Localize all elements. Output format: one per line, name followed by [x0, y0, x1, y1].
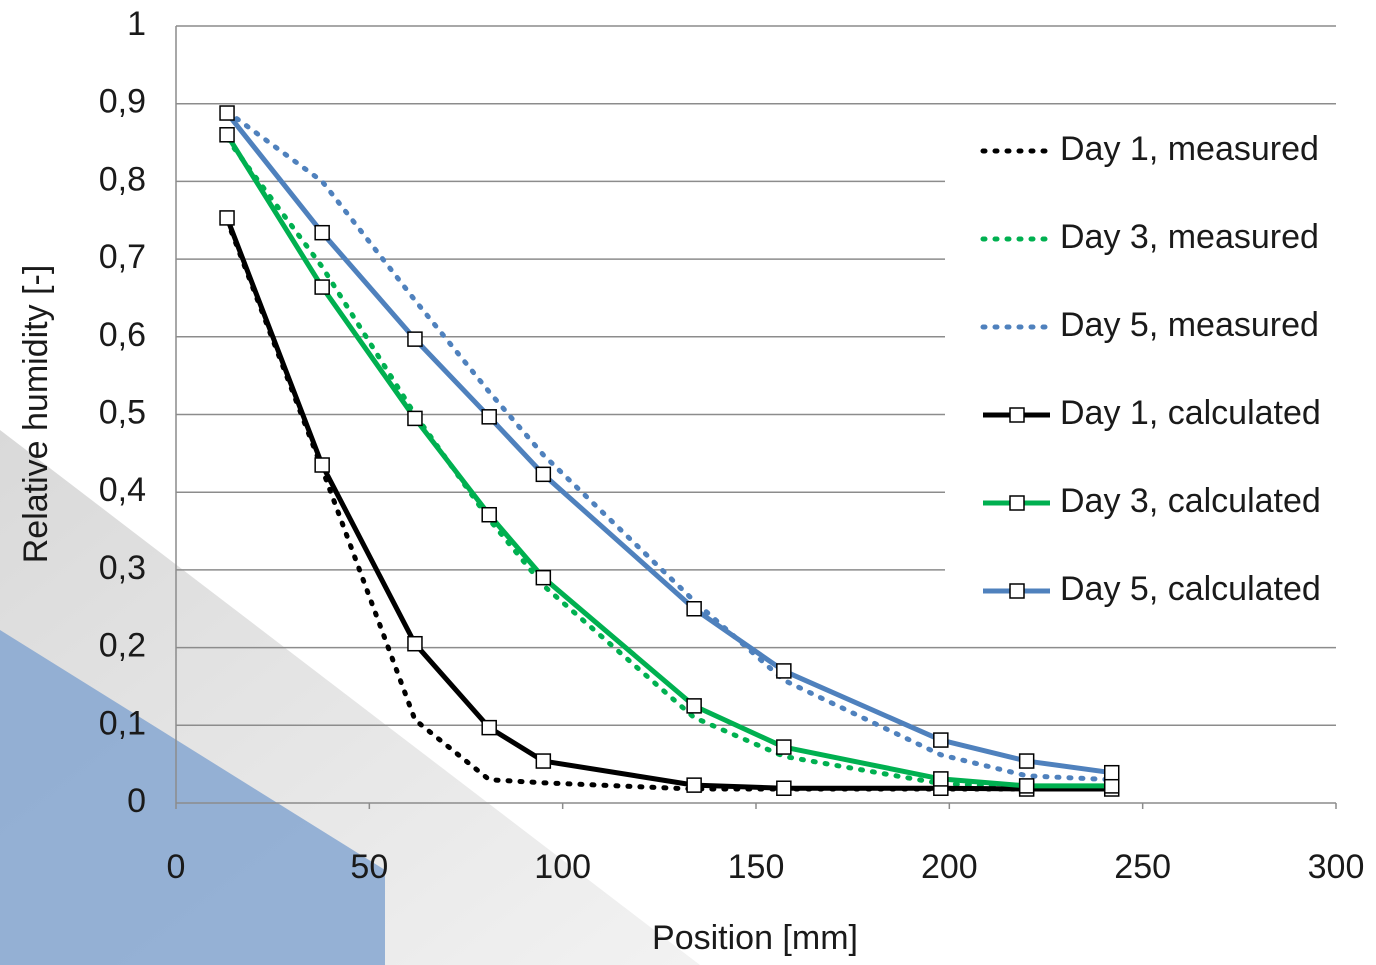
point-marker	[687, 778, 701, 792]
legend-label: Day 1, measured	[1060, 130, 1319, 168]
point-marker	[408, 411, 422, 425]
point-marker	[315, 226, 329, 240]
x-tick-label: 100	[534, 848, 591, 886]
point-marker	[934, 772, 948, 786]
point-marker	[408, 637, 422, 651]
y-tick-label: 0,5	[99, 393, 146, 431]
point-marker	[777, 781, 791, 795]
x-tick-label: 200	[921, 848, 978, 886]
point-marker	[687, 699, 701, 713]
point-marker	[536, 754, 550, 768]
legend-label: Day 3, calculated	[1060, 482, 1321, 520]
y-tick-label: 0,7	[99, 238, 146, 276]
y-axis-label: Relative humidity [-]	[17, 265, 55, 564]
point-marker	[315, 458, 329, 472]
point-marker	[1105, 779, 1119, 793]
legend-label: Day 5, calculated	[1060, 570, 1321, 608]
point-marker	[1020, 754, 1034, 768]
y-tick-label: 0,9	[99, 83, 146, 121]
point-marker	[482, 508, 496, 522]
x-tick-label: 150	[728, 848, 785, 886]
point-marker	[536, 467, 550, 481]
y-tick-label: 0,2	[99, 627, 146, 665]
legend-label: Day 5, measured	[1060, 306, 1319, 344]
y-tick-label: 0,8	[99, 160, 146, 198]
legend-marker	[1010, 584, 1024, 598]
y-tick-label: 0,1	[99, 704, 146, 742]
legend-label: Day 3, measured	[1060, 218, 1319, 256]
legend-marker	[1010, 496, 1024, 510]
y-tick-label: 0,6	[99, 316, 146, 354]
y-tick-label: 1	[127, 5, 146, 43]
x-tick-label: 300	[1308, 848, 1365, 886]
point-marker	[220, 106, 234, 120]
point-marker	[934, 733, 948, 747]
x-tick-label: 250	[1114, 848, 1171, 886]
x-tick-label: 0	[167, 848, 186, 886]
legend-background	[945, 120, 1376, 630]
y-tick-label: 0,3	[99, 549, 146, 587]
x-tick-label: 50	[350, 848, 388, 886]
point-marker	[687, 602, 701, 616]
legend-marker	[1010, 408, 1024, 422]
point-marker	[220, 211, 234, 225]
point-marker	[482, 721, 496, 735]
point-marker	[536, 571, 550, 585]
point-marker	[220, 128, 234, 142]
point-marker	[1105, 766, 1119, 780]
y-tick-label: 0	[127, 782, 146, 820]
x-axis-label: Position [mm]	[652, 919, 858, 957]
point-marker	[777, 740, 791, 754]
point-marker	[482, 410, 496, 424]
point-marker	[408, 332, 422, 346]
point-marker	[777, 664, 791, 678]
point-marker	[1020, 779, 1034, 793]
chart: Position [mm] Relative humidity [-] 0 0,1…	[0, 0, 1376, 965]
legend-label: Day 1, calculated	[1060, 394, 1321, 432]
point-marker	[315, 280, 329, 294]
y-tick-label: 0,4	[99, 471, 146, 509]
